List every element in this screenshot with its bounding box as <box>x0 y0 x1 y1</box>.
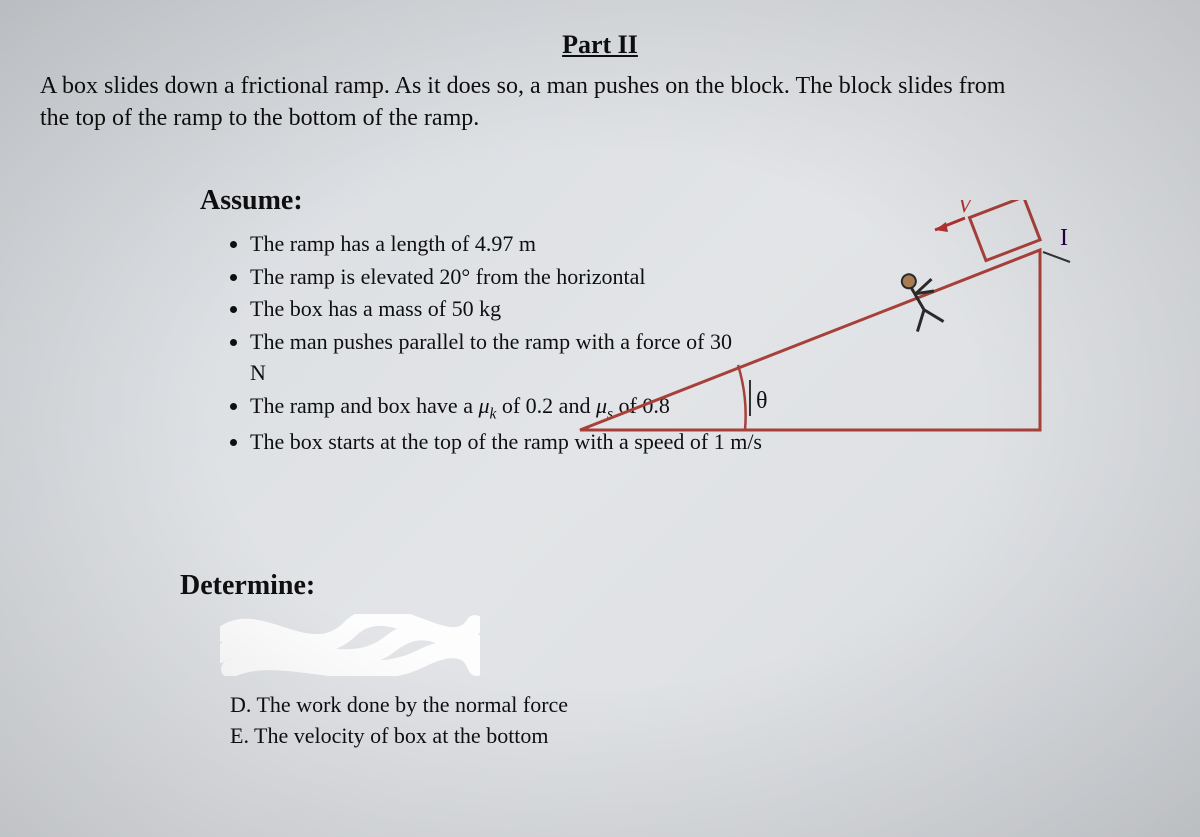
svg-text:V: V <box>958 200 974 217</box>
determine-item: E. The velocity of box at the bottom <box>230 720 1160 752</box>
determine-item: D. The work done by the normal force <box>230 689 1160 721</box>
man-figure <box>897 267 947 332</box>
ramp-diagram: θ V I <box>560 200 1080 460</box>
worksheet-page: Part II A box slides down a frictional r… <box>20 0 1180 772</box>
box-on-ramp <box>969 200 1040 261</box>
angle-arc <box>738 365 746 430</box>
corner-tick <box>1043 252 1070 262</box>
determine-list: D. The work done by the normal force E. … <box>180 689 1160 753</box>
determine-block: Determine: D. The work done by the norma… <box>180 570 1160 753</box>
redaction-scribble <box>220 614 480 676</box>
determine-heading: Determine: <box>180 570 1160 602</box>
theta-label: θ <box>756 388 768 414</box>
i-annotation: I <box>1060 225 1068 251</box>
part-title: Part II <box>40 30 1160 60</box>
intro-paragraph: A box slides down a frictional ramp. As … <box>40 70 1040 135</box>
velocity-arrow: V <box>935 200 974 232</box>
ramp-triangle <box>580 250 1040 430</box>
